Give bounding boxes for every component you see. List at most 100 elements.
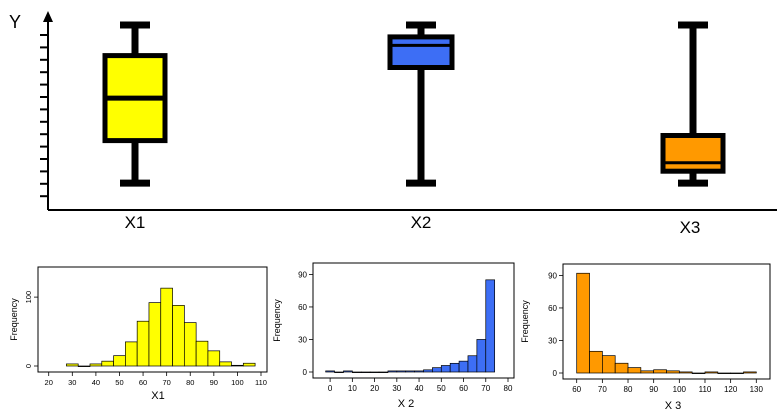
box-plot: Y X1 X2 X3: [9, 11, 777, 237]
x-tick-label: 130: [750, 385, 764, 394]
x-tick-label: 60: [459, 384, 468, 393]
y-tick-label: 0: [24, 364, 33, 368]
histogram-bar: [423, 369, 433, 373]
y-axis-label: Frequency: [520, 300, 530, 343]
y-tick-label: 100: [24, 291, 33, 304]
category-label-x1: X1: [125, 213, 146, 232]
histogram-bar: [476, 339, 487, 373]
histogram-bar: [352, 371, 362, 373]
histogram-bar: [369, 371, 380, 373]
histogram-bar: [396, 370, 407, 373]
x-tick-label: 70: [481, 384, 490, 393]
histogram-x3: 60 70 80 90 100 110 120 130 0 30 60 90 X 3 Frequency: [520, 263, 771, 410]
histogram-bar: [614, 362, 629, 374]
histogram-bar: [414, 370, 424, 373]
x-tick-label: 100: [231, 378, 244, 387]
histogram-bar: [89, 363, 103, 367]
x-tick-label: 110: [699, 385, 712, 394]
plot-frame: [562, 263, 771, 380]
plot-frame: [37, 266, 268, 373]
box-x1: [102, 21, 168, 187]
y-tick-label: 60: [548, 304, 557, 313]
y-tick-label: 30: [548, 336, 557, 345]
x-axis-label: X1: [151, 390, 164, 402]
x-tick-label: 90: [649, 385, 658, 394]
box-plot-y-axis-arrow: [43, 11, 53, 22]
x-tick-label: 100: [673, 385, 687, 394]
histogram-bar: [405, 370, 415, 373]
x-tick-label: 110: [255, 378, 267, 387]
histogram-bar: [113, 355, 126, 367]
histogram-bar: [101, 360, 114, 367]
histogram-bar: [160, 287, 173, 367]
box-body: [387, 34, 455, 71]
histogram-bar: [343, 370, 353, 373]
histogram-bar: [172, 305, 185, 367]
x-tick-label: 60: [572, 385, 581, 394]
y-axis-label: Frequency: [9, 298, 19, 341]
y-tick-label: 0: [303, 368, 308, 377]
histogram-bar: [440, 365, 451, 373]
box-plot-category-labels: X1 X2 X3: [125, 213, 701, 237]
x-tick-label: 40: [415, 384, 424, 393]
histogram-bar: [666, 370, 680, 374]
histogram-bar: [458, 360, 469, 373]
x-tick-label: 30: [68, 378, 76, 387]
box-body: [660, 133, 726, 174]
y-tick-label: 90: [548, 271, 557, 280]
x-tick-label: 20: [370, 384, 379, 393]
x-tick-label: 60: [139, 378, 147, 387]
histogram-bar: [678, 371, 693, 374]
histogram-bar: [148, 302, 162, 367]
histogram-bar: [432, 367, 442, 373]
histogram-bar: [743, 371, 757, 374]
box-x2: [387, 21, 455, 187]
histogram-bar: [195, 340, 209, 367]
histogram-bar: [717, 372, 731, 374]
box-plot-y-label: Y: [9, 12, 21, 32]
histogram-bar: [219, 361, 232, 367]
x-tick-label: 0: [328, 384, 333, 393]
box-plot-boxes: [102, 21, 726, 187]
histogram-bar: [691, 372, 706, 374]
histogram-bar: [640, 370, 655, 374]
x-tick-label: 70: [598, 385, 607, 394]
x-tick-label: 90: [210, 378, 218, 387]
histogram-bar: [589, 350, 603, 374]
histogram-bar: [704, 371, 719, 374]
x-tick-label: 50: [437, 384, 446, 393]
x-tick-label: 50: [115, 378, 123, 387]
histogram-bar: [653, 369, 667, 374]
y-tick-label: 30: [298, 335, 307, 344]
histogram-bar: [387, 370, 398, 373]
histogram-bar: [207, 350, 221, 367]
histogram-bar: [125, 341, 138, 367]
histogram-bar: [576, 272, 590, 374]
histogram-bar: [485, 279, 496, 373]
histogram-bar: [66, 363, 79, 367]
x-axis-label: X 2: [398, 398, 415, 410]
x-tick-label: 20: [45, 378, 53, 387]
histogram-bar: [77, 365, 91, 367]
histogram-bar: [136, 320, 150, 367]
histogram-x2: 0 10 20 30 40 50 60 70 80 0 30 60 90 X 2 Frequency: [272, 262, 515, 410]
histogram-bar: [231, 364, 244, 367]
histogram-bar: [602, 355, 616, 374]
x-axis-label: X 3: [665, 400, 682, 410]
y-tick-label: 90: [298, 270, 307, 279]
y-tick-label: 0: [553, 369, 558, 378]
histogram-x1: 20 30 40 50 60 70 80 90 100 110 0 100 X1 Frequency: [9, 266, 268, 402]
category-label-x3: X3: [680, 218, 701, 237]
histogram-bar: [730, 372, 744, 374]
histogram-bar: [360, 371, 371, 373]
x-tick-label: 70: [162, 378, 170, 387]
x-tick-label: 120: [724, 385, 738, 394]
category-label-x2: X2: [411, 213, 432, 232]
x-tick-label: 30: [392, 384, 401, 393]
histogram-bar: [325, 370, 335, 373]
histogram-bar: [627, 367, 642, 374]
plot-frame: [312, 262, 515, 379]
y-tick-label: 60: [298, 303, 307, 312]
y-axis-label: Frequency: [272, 299, 282, 342]
